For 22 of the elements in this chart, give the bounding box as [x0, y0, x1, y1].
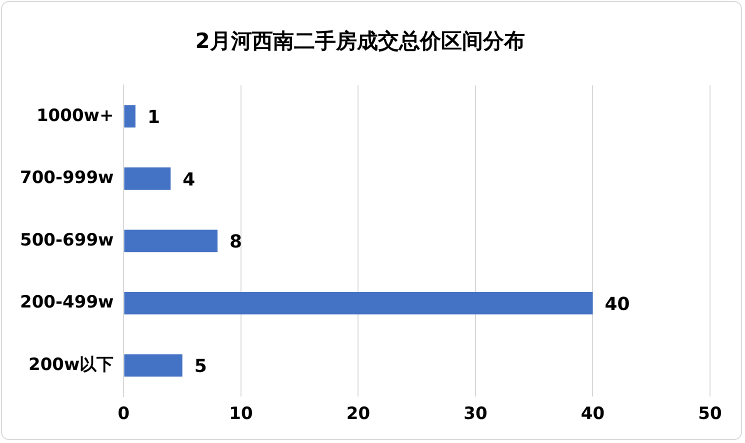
x-tick-label: 50 [698, 404, 722, 424]
x-tick-label: 0 [118, 404, 130, 424]
y-tick-label: 700-999w [20, 168, 114, 188]
data-label: 1 [147, 107, 160, 128]
bar [124, 167, 171, 190]
bar [124, 230, 218, 252]
x-tick-label: 40 [580, 404, 605, 424]
y-tick-label: 200-499w [20, 292, 114, 313]
bar [124, 105, 136, 128]
x-tick-label: 10 [229, 404, 253, 424]
data-label: 4 [182, 169, 196, 190]
y-tick-label: 200w以下 [28, 354, 114, 375]
x-tick-label: 20 [346, 404, 370, 424]
bar [124, 292, 593, 314]
data-label: 40 [604, 294, 630, 315]
x-tick-label: 30 [464, 404, 488, 424]
bar [124, 354, 182, 377]
y-tick-label: 500-699w [20, 230, 114, 250]
data-label: 8 [230, 232, 242, 253]
chart-title: 2月河西南二手房成交总价区间分布 [195, 29, 525, 54]
data-label: 5 [194, 356, 207, 378]
y-tick-label: 1000w+ [36, 106, 114, 126]
